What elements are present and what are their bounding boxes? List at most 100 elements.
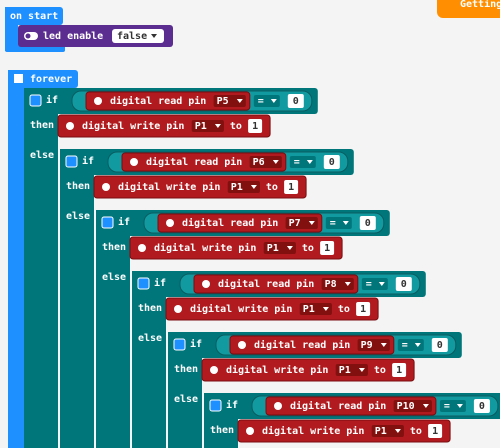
if-label: if: [118, 216, 130, 228]
write-pin-dropdown[interactable]: [263, 242, 296, 254]
operator-dropdown[interactable]: [361, 278, 388, 290]
if-gear-icon: [29, 94, 42, 107]
read-pin-block[interactable]: [265, 396, 437, 416]
write-pin-label: digital write pin: [226, 364, 328, 376]
if-gear-icon: [101, 216, 114, 229]
write-pin-label: digital write pin: [82, 120, 184, 132]
write-value-box[interactable]: [428, 424, 443, 438]
toggle-knob: [25, 33, 31, 39]
write-pin-label: digital write pin: [118, 181, 220, 193]
read-pin-label: digital read pin: [290, 400, 386, 412]
operator-value: =: [330, 218, 336, 229]
write-value-box[interactable]: [392, 363, 407, 377]
write-value-box[interactable]: [284, 180, 299, 194]
read-pin-dropdown[interactable]: [393, 400, 432, 412]
pin-icon: [166, 219, 174, 227]
getting-started-label[interactable]: Getting Started: [460, 0, 500, 10]
pin-icon: [130, 158, 138, 166]
dropdown-arrow: [358, 368, 365, 372]
else-label: else: [102, 272, 126, 283]
write-pin-dropdown[interactable]: [191, 120, 224, 132]
operator-dropdown[interactable]: [325, 217, 352, 229]
dropdown-arrow: [378, 282, 385, 286]
read-pin-block[interactable]: [157, 213, 323, 233]
compare-value: 0: [437, 340, 443, 351]
operator-dropdown[interactable]: [253, 95, 280, 107]
to-label: to: [302, 243, 314, 254]
operator-value: =: [366, 279, 372, 290]
read-pin-label: digital read pin: [254, 339, 350, 351]
if-label: if: [46, 94, 58, 106]
compare-value: 0: [401, 279, 407, 290]
operator-dropdown[interactable]: [439, 400, 466, 412]
pin-icon: [202, 280, 210, 288]
read-pin-dropdown[interactable]: [357, 339, 390, 351]
else-label: else: [30, 150, 54, 161]
then-label: then: [102, 242, 126, 253]
on-start-hat[interactable]: [5, 7, 63, 25]
getting-started-button[interactable]: [437, 0, 500, 18]
dropdown-arrow: [236, 99, 243, 103]
if-left-strip: [132, 271, 166, 448]
read-pin-value: P7: [289, 218, 301, 229]
read-pin-block[interactable]: [85, 91, 251, 111]
write-value-box[interactable]: [356, 302, 371, 316]
read-pin-block[interactable]: [121, 152, 287, 172]
compare-value-box[interactable]: [359, 216, 376, 230]
dropdown-arrow: [308, 221, 315, 225]
to-label: to: [230, 121, 242, 132]
read-pin-block[interactable]: [229, 335, 395, 355]
operator-dropdown[interactable]: [397, 339, 424, 351]
compare-value-box[interactable]: [473, 399, 490, 413]
dropdown-arrow: [344, 282, 351, 286]
then-label: then: [174, 364, 198, 375]
write-value-box[interactable]: [248, 119, 263, 133]
write-pin-dropdown[interactable]: [227, 181, 260, 193]
read-pin-dropdown[interactable]: [249, 156, 282, 168]
to-label: to: [266, 182, 278, 193]
compare-value: 0: [293, 96, 299, 107]
write-value: 1: [324, 243, 330, 254]
write-pin-dropdown[interactable]: [371, 425, 404, 437]
compare-value-box[interactable]: [395, 277, 412, 291]
then-label: then: [210, 425, 234, 436]
write-pin-dropdown[interactable]: [299, 303, 332, 315]
pin-icon: [274, 402, 282, 410]
operator-value: =: [444, 401, 450, 412]
write-pin-value: P1: [231, 182, 243, 193]
then-label: then: [30, 120, 54, 131]
if-label: if: [190, 338, 202, 350]
read-pin-dropdown[interactable]: [213, 95, 246, 107]
compare-value: 0: [365, 218, 371, 229]
else-label: else: [66, 211, 90, 222]
dropdown-arrow: [394, 429, 401, 433]
to-label: to: [338, 304, 350, 315]
read-pin-value: P6: [253, 157, 265, 168]
operator-dropdown[interactable]: [289, 156, 316, 168]
compare-value-box[interactable]: [287, 94, 304, 108]
on-start-label: on start: [10, 11, 58, 22]
dropdown-arrow: [456, 404, 463, 408]
read-pin-dropdown[interactable]: [321, 278, 354, 290]
if-left-strip: [24, 88, 58, 448]
compare-value-box[interactable]: [323, 155, 340, 169]
dropdown-arrow: [286, 246, 293, 250]
if-left-strip: [60, 149, 94, 448]
false-dropdown[interactable]: [112, 29, 164, 43]
write-pin-dropdown[interactable]: [335, 364, 368, 376]
forever-icon: [14, 74, 23, 83]
forever-hat[interactable]: [8, 70, 78, 88]
if-gear-icon: [173, 338, 186, 351]
dropdown-arrow: [342, 221, 349, 225]
forever-label: forever: [30, 74, 72, 85]
write-value-box[interactable]: [320, 241, 335, 255]
read-pin-block[interactable]: [193, 274, 359, 294]
write-pin-value: P1: [267, 243, 279, 254]
dropdown-arrow: [272, 160, 279, 164]
if-gear-icon: [209, 399, 222, 412]
led-enable-label: led enable: [43, 31, 103, 42]
dropdown-arrow: [380, 343, 387, 347]
read-pin-dropdown[interactable]: [285, 217, 318, 229]
compare-value-box[interactable]: [431, 338, 448, 352]
